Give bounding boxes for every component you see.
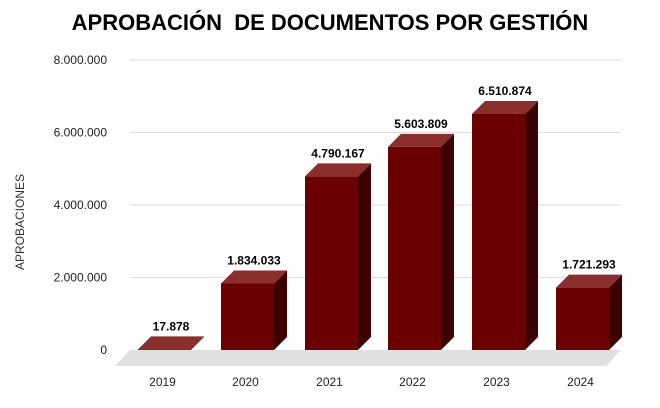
y-tick-label: 6.000.000	[54, 126, 108, 140]
bar-front	[138, 349, 191, 350]
bar-2024	[556, 274, 622, 350]
chart-title: APROBACIÓN DE DOCUMENTOS POR GESTIÓN	[71, 10, 589, 35]
bar-front	[221, 283, 274, 350]
bar-top	[388, 133, 454, 147]
bar-side	[525, 100, 538, 350]
bar-side	[274, 270, 287, 350]
x-axis-ticks: 2019 2020 2021 2022 2023 2024	[149, 375, 594, 389]
bar-front	[305, 176, 358, 350]
x-tick-label: 2022	[399, 375, 426, 389]
bar-2020	[221, 270, 287, 350]
bar-front	[472, 113, 525, 350]
bar-side	[441, 133, 454, 350]
data-label: 5.603.809	[394, 117, 448, 131]
x-tick-label: 2019	[149, 375, 176, 389]
gridlines	[130, 59, 621, 278]
bar-side	[191, 336, 204, 350]
bar-top	[556, 274, 622, 288]
x-tick-label: 2020	[232, 375, 259, 389]
bar-side	[358, 163, 371, 350]
data-label: 4.790.167	[311, 146, 365, 160]
data-label: 6.510.874	[478, 84, 532, 98]
bar-top	[138, 336, 204, 350]
y-axis-ticks: 0 2.000.000 4.000.000 6.000.000 8.000.000	[54, 53, 108, 357]
bar-front	[388, 146, 441, 350]
bar-2023	[472, 100, 538, 350]
data-label: 1.721.293	[562, 258, 616, 272]
x-tick-label: 2023	[483, 375, 510, 389]
bar-top	[472, 100, 538, 114]
bar-top	[221, 270, 287, 284]
y-tick-label: 8.000.000	[54, 53, 108, 67]
data-label: 1.834.033	[227, 254, 281, 268]
bar-top	[305, 163, 371, 177]
bar-side	[609, 274, 622, 350]
x-tick-label: 2024	[567, 375, 594, 389]
bar-2019	[138, 336, 204, 350]
bars	[138, 100, 622, 350]
bar-2021	[305, 163, 371, 350]
y-tick-label: 0	[100, 343, 107, 357]
data-labels: 17.878 1.834.033 4.790.167 5.603.809 6.510.8…	[153, 84, 616, 333]
chart-floor	[115, 350, 621, 366]
bar-front	[556, 287, 609, 350]
bar-2022	[388, 133, 454, 350]
y-tick-label: 2.000.000	[54, 271, 108, 285]
data-label: 17.878	[153, 319, 190, 333]
x-tick-label: 2021	[316, 375, 343, 389]
y-tick-label: 4.000.000	[54, 198, 108, 212]
